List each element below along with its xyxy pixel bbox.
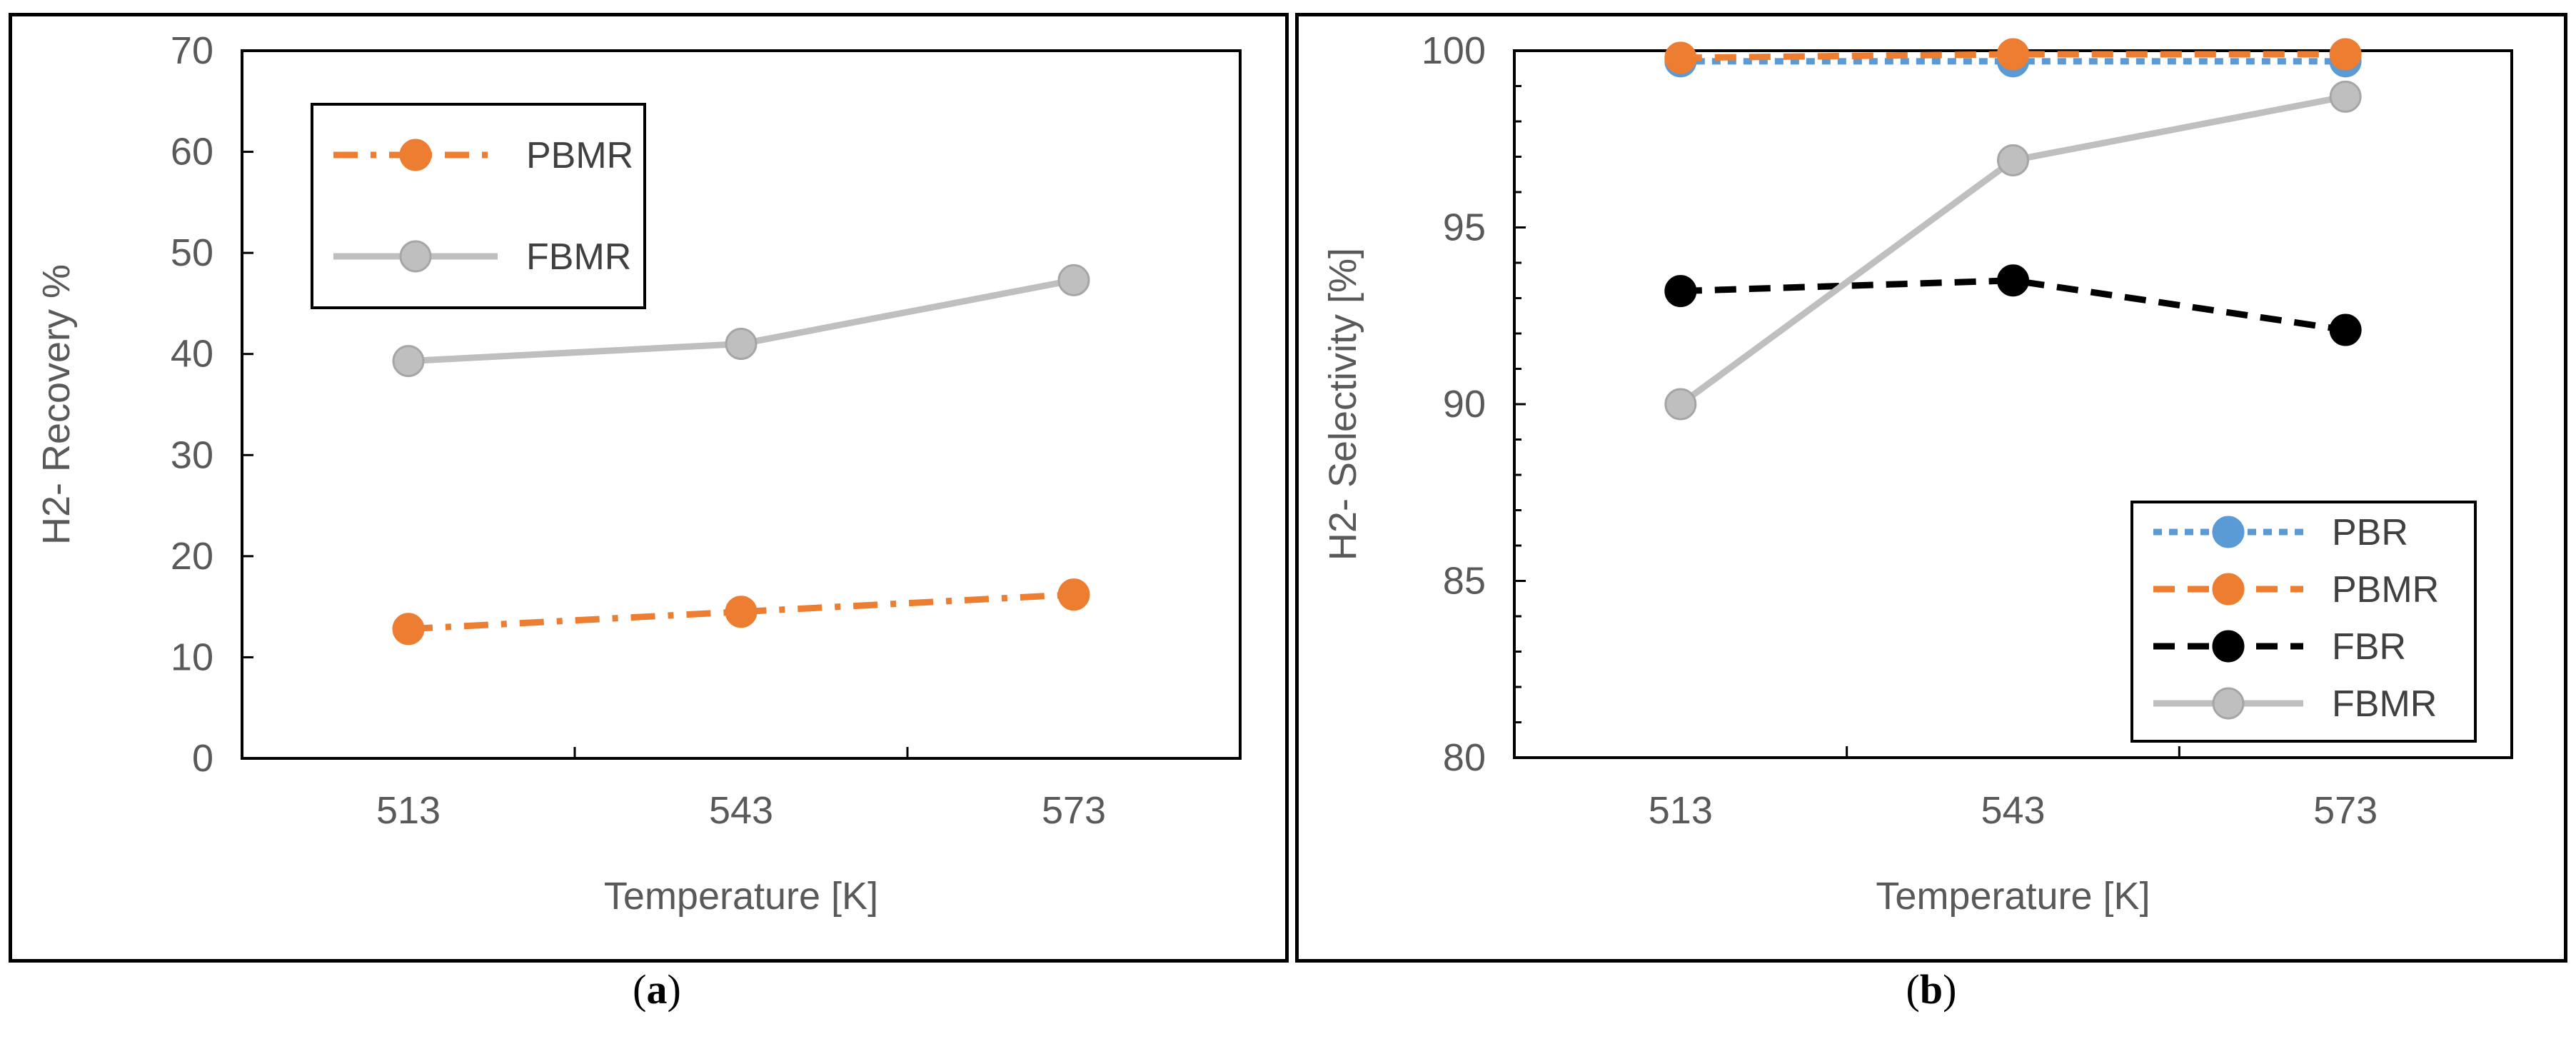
x-tick-label: 513 — [376, 789, 441, 832]
data-point-fbr — [1997, 264, 2029, 297]
caption-b: (b) — [1906, 966, 1957, 1013]
y-tick-label: 60 — [171, 131, 213, 174]
y-tick-label: 80 — [1443, 736, 1486, 779]
legend-label-pbmr: PBMR — [526, 135, 633, 176]
series-fbmr — [392, 263, 1090, 378]
caption-b-letter: b — [1919, 966, 1943, 1013]
recovery-chart: 0 10 20 30 40 50 60 70 513 543 573 Temperature [K] H… — [35, 29, 1242, 918]
legend-label-fbmr: FBMR — [526, 236, 631, 278]
y-tick-label: 70 — [171, 29, 213, 72]
y-tick-label: 50 — [171, 231, 213, 274]
x-tick-label: 513 — [1649, 789, 1713, 832]
legend-label-fbmr: FBMR — [2332, 683, 2437, 725]
legend-marker-pbmr — [399, 139, 432, 171]
caption-a-letter: a — [646, 966, 668, 1013]
plot-area-a — [241, 49, 1242, 760]
chart-panel-a: 0 10 20 30 40 50 60 70 513 543 573 Temperature [K] H… — [9, 13, 1289, 963]
series-line-fbmr — [1679, 93, 2347, 407]
y-tick-label: 95 — [1443, 206, 1486, 249]
y-tick-label: 85 — [1443, 560, 1486, 603]
series-line-fbr — [1680, 277, 2346, 333]
data-point-fbmr — [2329, 80, 2362, 113]
x-tick-label: 573 — [2313, 789, 2378, 832]
legend-box-a — [311, 103, 646, 309]
y-tick-label: 20 — [171, 535, 213, 578]
data-point-fbmr — [1664, 388, 1697, 421]
data-point-pbmr — [1664, 41, 1697, 74]
legend-marker-pbr — [2212, 516, 2245, 548]
data-point-fbmr — [392, 345, 425, 378]
y-tick-label: 90 — [1443, 383, 1486, 426]
y-tick-label: 100 — [1422, 29, 1486, 72]
series-fbr — [1664, 264, 2362, 346]
x-axis-title: Temperature [K] — [1876, 875, 2150, 918]
data-point-fbr — [1664, 275, 1697, 308]
x-tick-label: 543 — [1981, 789, 2045, 832]
chart-panel-b: 80 85 90 95 100 513 543 573 Temperature [K] H2- S… — [1295, 13, 2567, 963]
y-tick-label: 30 — [171, 433, 213, 476]
data-point-fbr — [2329, 313, 2362, 346]
series-line-pbmr — [1680, 51, 2346, 61]
y-tick-label: 10 — [171, 636, 213, 678]
legend-label-pbmr: PBMR — [2332, 569, 2439, 611]
data-point-pbmr — [1057, 578, 1090, 611]
legend-marker-fbmr — [399, 240, 432, 273]
x-axis-title: Temperature [K] — [604, 875, 878, 918]
data-point-pbmr — [1997, 38, 2029, 71]
series-pbmr — [392, 578, 1090, 646]
x-tick-label: 543 — [709, 789, 773, 832]
y-axis-title: H2- Recovery % — [35, 264, 78, 545]
legend-label-fbr: FBR — [2332, 626, 2406, 668]
selectivity-chart: 80 85 90 95 100 513 543 573 Temperature [K] H2- S… — [1322, 29, 2513, 918]
y-tick-label: 0 — [192, 737, 213, 780]
caption-a: (a) — [633, 966, 681, 1013]
x-tick-label: 573 — [1042, 789, 1106, 832]
data-point-fbmr — [725, 328, 758, 361]
data-point-pbmr — [392, 613, 425, 646]
legend-marker-fbmr — [2212, 687, 2245, 720]
data-point-fbmr — [1997, 144, 2029, 176]
data-point-pbmr — [2329, 38, 2362, 71]
legend-marker-fbr — [2212, 630, 2245, 663]
series-pbmr — [1664, 38, 2362, 74]
data-point-fbmr — [1057, 263, 1090, 296]
legend-label-pbr: PBR — [2332, 512, 2408, 553]
legend-marker-pbmr — [2212, 573, 2245, 606]
data-point-pbmr — [725, 596, 758, 628]
y-axis-title: H2- Selectivity [%] — [1322, 248, 1364, 561]
y-tick-label: 40 — [171, 333, 213, 376]
series-fbmr — [1664, 80, 2362, 421]
